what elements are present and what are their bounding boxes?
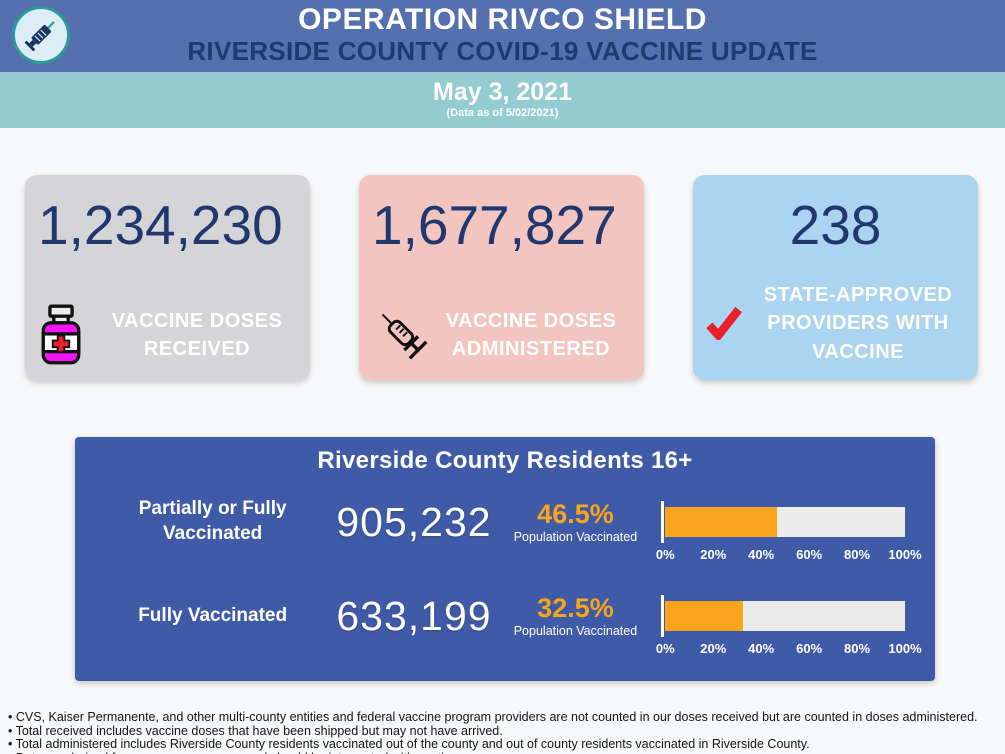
page-subtitle: RIVERSIDE COUNTY COVID-19 VACCINE UPDATE (187, 36, 818, 66)
providers-label: STATE-APPROVED PROVIDERS WITH VACCINE (763, 283, 953, 363)
axis-ticks: 0% 20% 40% 60% 80% 100% (656, 641, 922, 657)
doses-administered-label: VACCINE DOSES ADMINISTERED (445, 309, 617, 360)
rivco-logo (12, 6, 70, 64)
doses-administered-card: 1,677,827 (359, 175, 644, 380)
percent-value: 32.5% (537, 592, 614, 623)
providers-value: 238 (789, 194, 882, 256)
doses-administered-value: 1,677,827 (372, 194, 617, 256)
footnotes: • CVS, Kaiser Permanente, and other mult… (8, 710, 1005, 754)
axis-tick: 60% (796, 547, 823, 562)
percent-value: 46.5% (537, 498, 614, 529)
axis-ticks: 0% 20% 40% 60% 80% 100% (656, 547, 922, 563)
row-count: 905,232 (336, 498, 492, 545)
doses-received-value: 1,234,230 (38, 194, 283, 256)
footnote: • Total received includes vaccine doses … (8, 723, 503, 738)
axis-tick: 60% (796, 641, 823, 656)
progress-bar-track (661, 501, 905, 543)
row-label: Partially or Fully Vaccinated (138, 498, 287, 544)
progress-bar: 0% 20% 40% 60% 80% 100% (656, 501, 922, 562)
doses-received-card: 1,234,230 VACCINE DOSES RECEIVED (25, 175, 310, 380)
axis-tick: 80% (844, 641, 871, 656)
page-title: OPERATION RIVCO SHIELD (298, 3, 707, 36)
header-banner: OPERATION RIVCO SHIELD RIVERSIDE COUNTY … (0, 0, 1005, 72)
residents-panel: Riverside County Residents 16+ Partially… (75, 437, 935, 681)
checkmark-icon (706, 307, 742, 341)
progress-bar-track (661, 595, 905, 637)
percent-label: Population Vaccinated (513, 623, 638, 638)
axis-tick: 20% (700, 641, 727, 656)
data-as-of-note: (Data as of 5/02/2021) (446, 107, 559, 119)
axis-tick: 0% (655, 547, 675, 562)
syringe-icon (24, 21, 55, 52)
stat-cards-row: 1,234,230 VACCINE DOSES RECEIVED 1,677,8… (0, 175, 1005, 380)
medicine-bottle-icon (41, 304, 81, 365)
report-date: May 3, 2021 (433, 78, 572, 106)
progress-bar: 0% 20% 40% 60% 80% 100% (656, 595, 922, 656)
footnote: • Data are derived from numerous sources… (8, 751, 1005, 754)
axis-tick: 40% (748, 641, 775, 656)
footnote: • Total administered includes Riverside … (8, 737, 810, 751)
doses-received-label: VACCINE DOSES RECEIVED (111, 309, 283, 360)
progress-bar-fill (665, 507, 777, 537)
syringe-outline-icon (381, 313, 428, 360)
date-banner: May 3, 2021 (Data as of 5/02/2021) (0, 72, 1005, 128)
row-label: Fully Vaccinated (138, 604, 288, 626)
axis-tick: 80% (844, 547, 871, 562)
progress-bar-fill (665, 601, 744, 631)
row-count: 633,199 (336, 592, 492, 639)
axis-tick: 100% (888, 641, 922, 656)
axis-tick: 40% (748, 547, 775, 562)
axis-tick: 100% (888, 547, 922, 562)
residents-panel-title: Riverside County Residents 16+ (317, 447, 693, 474)
percent-label: Population Vaccinated (513, 529, 638, 544)
fully-vaccinated-row: Fully Vaccinated 633,199 32.5% Populatio… (75, 581, 935, 657)
axis-tick: 0% (655, 641, 675, 656)
partially-vaccinated-row: Partially or Fully Vaccinated 905,232 46… (75, 487, 935, 562)
axis-tick: 20% (700, 547, 727, 562)
providers-card: 238 STATE-APPROVED PROVIDERS WITH VACCIN… (693, 175, 978, 380)
footnote: • CVS, Kaiser Permanente, and other mult… (8, 710, 978, 724)
